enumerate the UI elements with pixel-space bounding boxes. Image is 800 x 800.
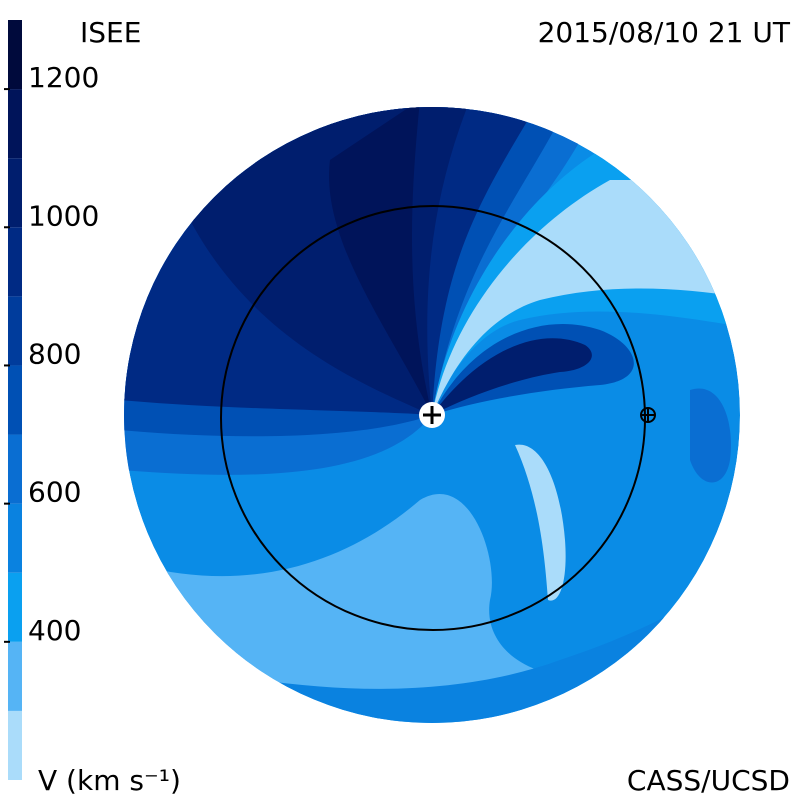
- colorbar-band: [8, 503, 22, 573]
- map-region: [690, 388, 731, 483]
- colorbar-band: [8, 710, 22, 780]
- colorbar-band: [8, 227, 22, 297]
- colorbar-band: [8, 296, 22, 366]
- sun-cross: [423, 406, 441, 424]
- colorbar-tick-label: 600: [28, 476, 81, 509]
- colorbar-tick-label: 1000: [28, 199, 99, 232]
- earth-cross: [641, 408, 655, 422]
- colorbar-band: [8, 365, 22, 435]
- map-region: [515, 444, 566, 601]
- map-region: [432, 338, 592, 415]
- colorbar-band: [8, 158, 22, 228]
- date-label: 2015/08/10 21 UT: [538, 16, 791, 49]
- colorbar-band: [8, 20, 22, 90]
- colorbar-tick-label: 400: [28, 614, 81, 647]
- colorbar-tick-label: 800: [28, 337, 81, 370]
- colorbar-band: [8, 434, 22, 504]
- colorbar-band: [8, 572, 22, 642]
- colorbar-band: [8, 641, 22, 711]
- colorbar-label: V (km s⁻¹): [38, 764, 181, 797]
- velocity-map: [124, 107, 740, 723]
- map-region: [329, 107, 432, 415]
- credit: CASS/UCSD: [627, 764, 790, 797]
- title: ISEE: [80, 16, 141, 49]
- colorbar: 400 600 800 1000 1200: [4, 20, 99, 780]
- map-region: [432, 180, 740, 415]
- earth-orbit: [220, 205, 646, 631]
- colorbar-tick-label: 1200: [28, 61, 99, 94]
- colorbar-band: [8, 89, 22, 159]
